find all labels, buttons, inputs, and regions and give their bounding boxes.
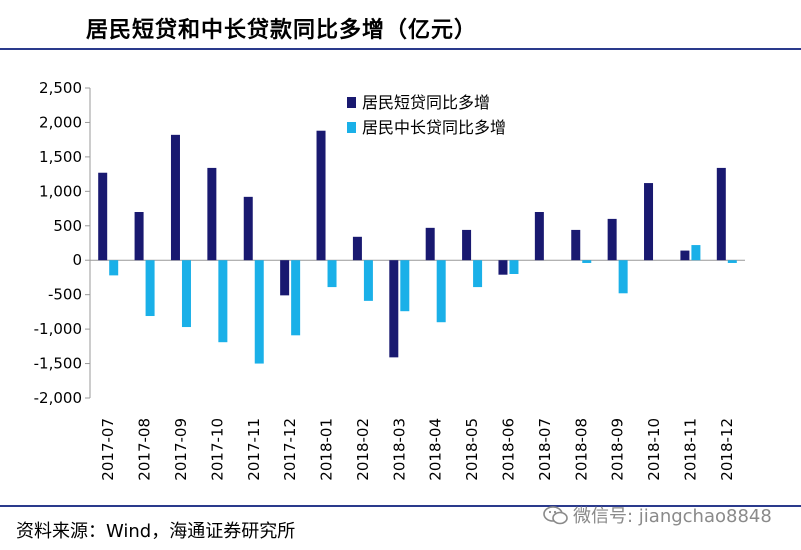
y-tick-label: 2,500 bbox=[39, 79, 82, 97]
short-term-bar-2018-10 bbox=[644, 183, 654, 261]
watermark: 微信号: jiangchao8848 bbox=[543, 502, 772, 528]
long-term-bar-2018-01 bbox=[327, 260, 337, 288]
legend-swatch bbox=[347, 122, 356, 133]
x-axis: 2017-07 2017-08 2017-09 2017-10 2017-11 2017-… bbox=[99, 418, 736, 481]
long-term-bar-2018-11 bbox=[691, 245, 701, 261]
watermark-text: 微信号: jiangchao8848 bbox=[573, 506, 772, 527]
legend-swatch bbox=[347, 97, 356, 108]
long-term-bar-2018-12 bbox=[727, 260, 737, 263]
long-term-bar-2018-05 bbox=[473, 260, 483, 288]
short-term-bar-2018-01 bbox=[316, 130, 326, 261]
short-term-bar-2017-12 bbox=[280, 260, 290, 296]
long-term-bar-2017-10 bbox=[218, 260, 228, 343]
legend-label: 居民短贷同比多增 bbox=[362, 93, 490, 112]
y-tick-label: -1,000 bbox=[34, 320, 82, 338]
short-term-bar-2018-11 bbox=[680, 250, 690, 261]
y-tick-label: 1,500 bbox=[39, 148, 82, 166]
y-tick-label: -1,500 bbox=[34, 355, 82, 373]
short-term-bar-2018-04 bbox=[425, 227, 435, 261]
x-tick-label: 2017-07 bbox=[99, 418, 117, 481]
x-tick-label: 2018-11 bbox=[681, 418, 699, 481]
y-axis: 2,500 2,000 1,500 1,000 500 0 -500 -1,000 -1,500… bbox=[34, 79, 745, 407]
footer-divider bbox=[0, 505, 801, 507]
long-term-bar-2017-11 bbox=[254, 260, 264, 364]
long-term-bar-2018-02 bbox=[363, 260, 373, 301]
short-term-bar-2018-09 bbox=[607, 218, 617, 261]
bars bbox=[98, 130, 737, 364]
x-tick-label: 2018-04 bbox=[427, 418, 445, 481]
long-term-bar-2017-07 bbox=[109, 260, 119, 276]
short-term-bar-2018-06 bbox=[498, 260, 508, 275]
short-term-bar-2017-11 bbox=[243, 196, 253, 261]
x-tick-label: 2017-12 bbox=[281, 418, 299, 481]
y-tick-label: 2,000 bbox=[39, 113, 82, 131]
source-note: 资料来源：Wind，海通证券研究所 bbox=[16, 521, 296, 542]
long-term-bar-2017-08 bbox=[145, 260, 155, 317]
x-tick-label: 2018-07 bbox=[536, 418, 554, 481]
long-term-bar-2017-09 bbox=[181, 260, 191, 328]
x-tick-label: 2018-05 bbox=[463, 418, 481, 481]
y-tick-label: -2,000 bbox=[34, 389, 82, 407]
title-divider bbox=[0, 48, 801, 50]
y-tick-label: 500 bbox=[53, 217, 82, 235]
long-term-bar-2018-03 bbox=[400, 260, 410, 312]
long-term-bar-2018-04 bbox=[436, 260, 446, 323]
short-term-bar-2017-10 bbox=[207, 167, 217, 261]
x-tick-label: 2017-09 bbox=[172, 418, 190, 481]
x-tick-label: 2018-08 bbox=[572, 418, 590, 481]
short-term-bar-2018-02 bbox=[352, 236, 362, 261]
wechat-icon bbox=[543, 506, 568, 525]
short-term-bar-2018-07 bbox=[534, 212, 544, 261]
legend-label: 居民中长贷同比多增 bbox=[362, 118, 506, 137]
short-term-bar-2017-07 bbox=[98, 172, 108, 261]
chart-title: 居民短贷和中长贷款同比多增（亿元） bbox=[86, 18, 478, 43]
x-tick-label: 2017-08 bbox=[136, 418, 154, 481]
short-term-bar-2018-03 bbox=[389, 260, 399, 358]
short-term-bar-2017-08 bbox=[134, 212, 144, 261]
y-tick-label: 0 bbox=[72, 251, 82, 269]
short-term-bar-2018-12 bbox=[716, 167, 726, 261]
bar-chart: 2,500 2,000 1,500 1,000 500 0 -500 -1,000 -1,500… bbox=[34, 79, 745, 481]
x-tick-label: 2018-01 bbox=[318, 418, 336, 481]
x-tick-label: 2018-09 bbox=[609, 418, 627, 481]
x-tick-label: 2017-10 bbox=[208, 418, 226, 481]
short-term-bar-2018-05 bbox=[462, 229, 472, 261]
y-tick-label: 1,000 bbox=[39, 182, 82, 200]
long-term-bar-2018-06 bbox=[509, 260, 519, 274]
x-tick-label: 2018-03 bbox=[390, 418, 408, 481]
long-term-bar-2017-12 bbox=[291, 260, 301, 336]
y-tick-label: -500 bbox=[48, 286, 82, 304]
x-tick-label: 2017-11 bbox=[245, 418, 263, 481]
short-term-bar-2017-09 bbox=[170, 134, 180, 261]
x-tick-label: 2018-06 bbox=[499, 418, 517, 481]
x-tick-label: 2018-10 bbox=[645, 418, 663, 481]
long-term-bar-2018-08 bbox=[582, 260, 592, 263]
x-tick-label: 2018-12 bbox=[718, 418, 736, 481]
long-term-bar-2018-09 bbox=[618, 260, 628, 294]
short-term-bar-2018-08 bbox=[571, 229, 581, 261]
x-tick-label: 2018-02 bbox=[354, 418, 372, 481]
